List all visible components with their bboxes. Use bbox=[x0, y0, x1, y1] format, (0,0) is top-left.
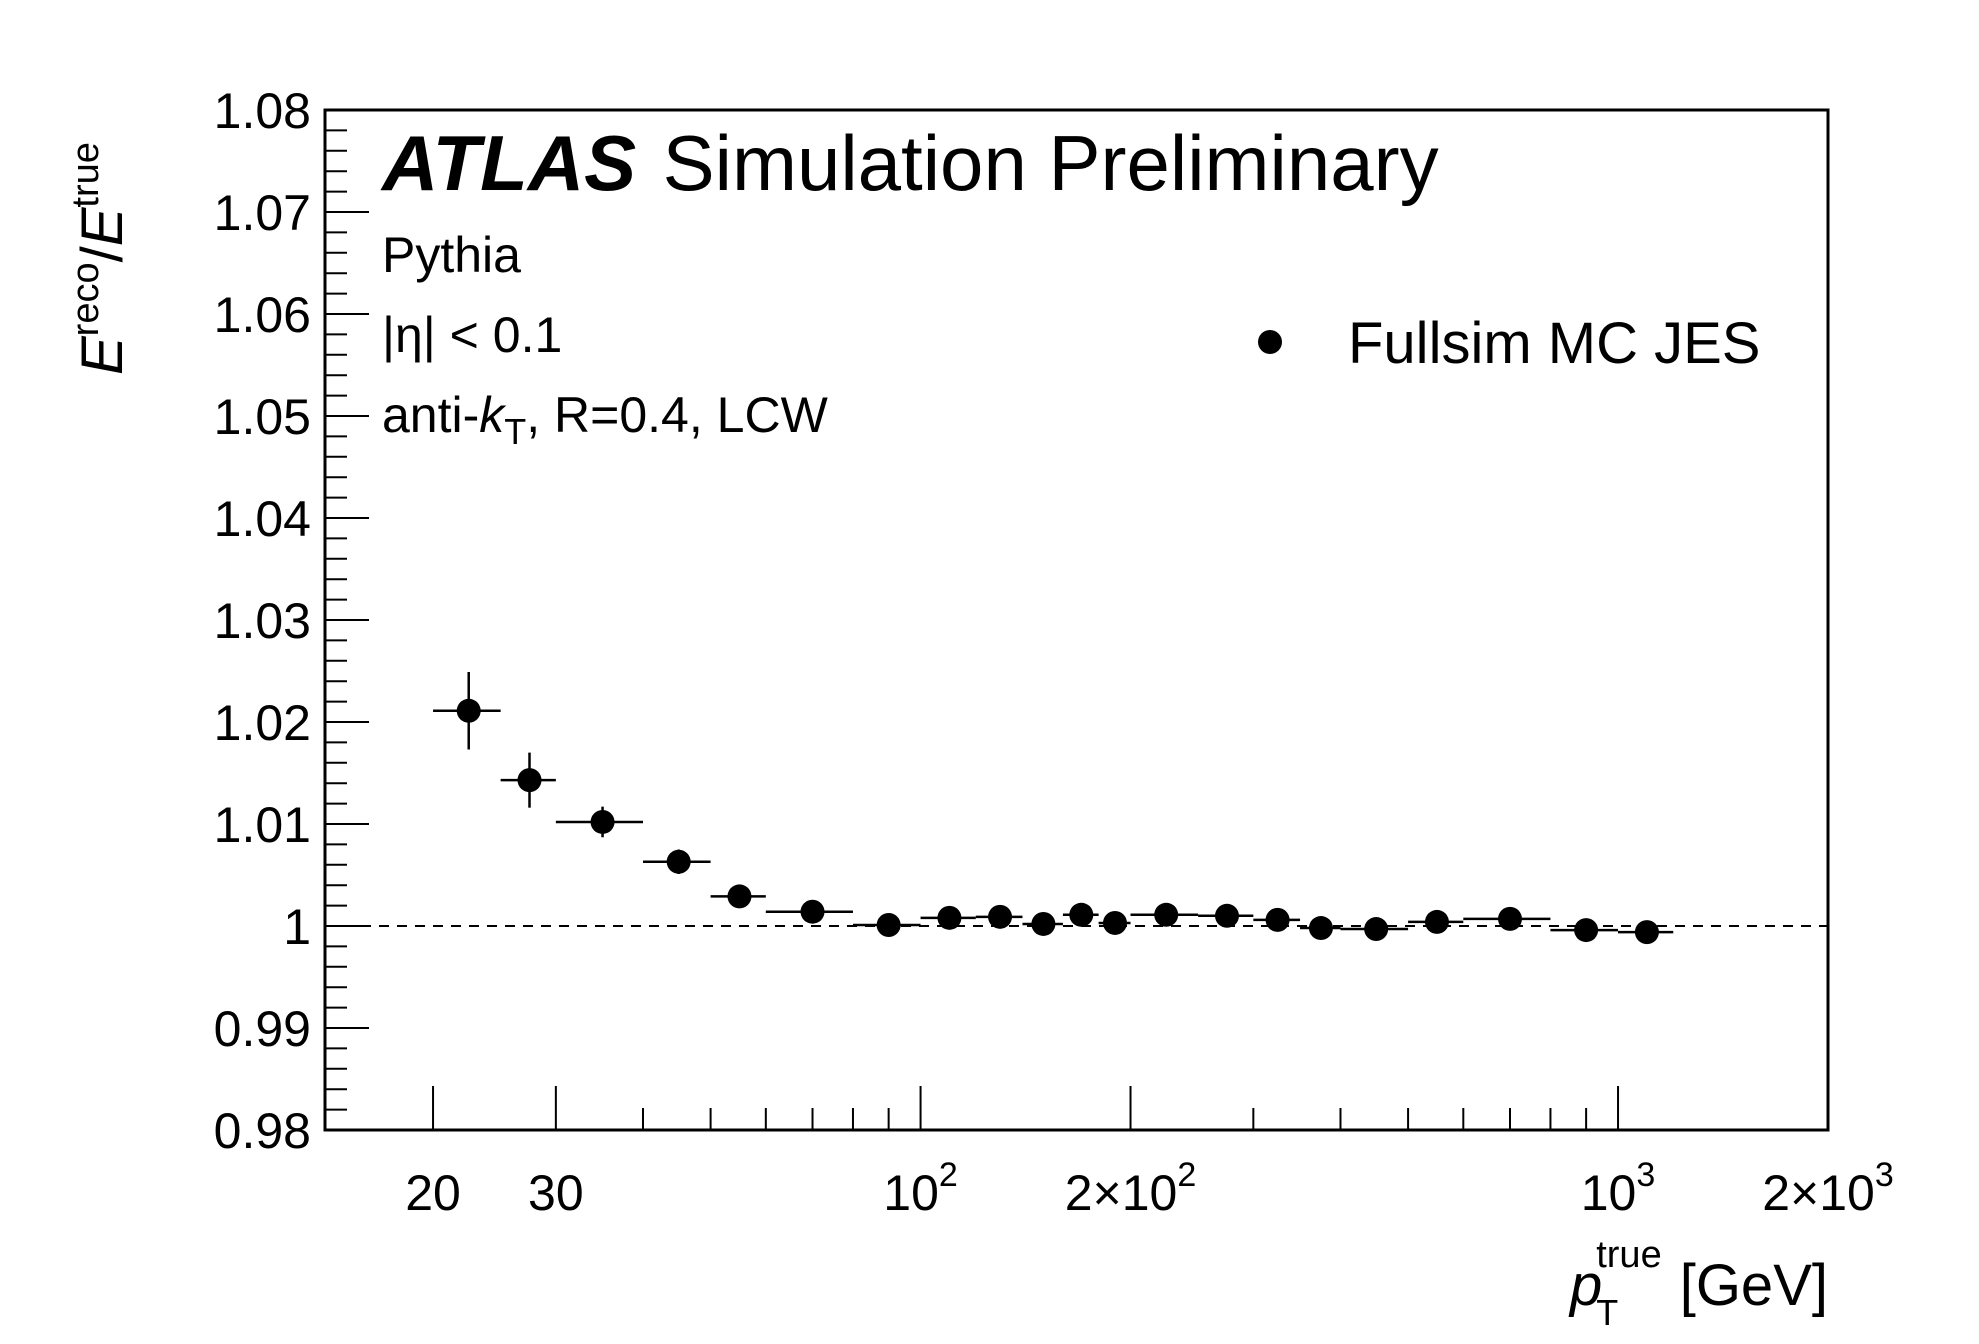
x-tick-label: 2×103 bbox=[1762, 1156, 1894, 1221]
y-tick-label: 0.98 bbox=[214, 1103, 311, 1159]
data-point bbox=[1022, 911, 1063, 936]
data-point bbox=[920, 905, 976, 930]
data-point bbox=[643, 849, 711, 874]
annotation-jet-algorithm: anti-kT, R=0.4, LCW bbox=[382, 387, 829, 452]
point-marker bbox=[937, 905, 962, 930]
x-title-sub: T bbox=[1596, 1292, 1618, 1333]
data-point bbox=[765, 899, 853, 924]
point-marker bbox=[1102, 910, 1127, 935]
point-marker bbox=[456, 698, 481, 723]
data-point bbox=[1550, 918, 1619, 943]
point-marker bbox=[988, 904, 1013, 929]
annotation-generator: Pythia bbox=[382, 227, 521, 283]
data-points bbox=[433, 672, 1674, 945]
annotation-eta-cut: |η| < 0.1 bbox=[382, 307, 562, 363]
point-marker bbox=[1265, 907, 1290, 932]
x-ticks bbox=[432, 1086, 1829, 1130]
y-title-slash: / bbox=[70, 245, 135, 262]
point-marker bbox=[800, 899, 825, 924]
point-marker bbox=[1574, 918, 1599, 943]
y-title-e2: E bbox=[70, 206, 135, 246]
data-point bbox=[433, 672, 501, 750]
point-marker bbox=[1497, 906, 1522, 931]
plot-frame bbox=[323, 108, 1830, 1132]
data-point bbox=[1253, 907, 1301, 932]
x-title-sup: true bbox=[1596, 1234, 1661, 1276]
y-title-sup1: reco bbox=[65, 262, 107, 336]
y-tick-label: 1.02 bbox=[214, 695, 311, 751]
y-tick-label: 0.99 bbox=[214, 1001, 311, 1057]
data-point bbox=[1463, 906, 1551, 931]
y-tick-label: 1.01 bbox=[214, 797, 311, 853]
point-marker bbox=[1424, 909, 1449, 934]
data-point bbox=[1098, 910, 1131, 935]
y-tick-label: 1.06 bbox=[214, 287, 311, 343]
y-tick-labels: 0.98 0.99 1 1.01 1.02 1.03 1.04 1.05 1.06 1.07 1.0… bbox=[214, 83, 311, 1159]
point-marker bbox=[1154, 902, 1179, 927]
algo-rest: , R=0.4, LCW bbox=[526, 387, 828, 443]
data-point bbox=[1340, 917, 1409, 942]
point-marker bbox=[666, 849, 691, 874]
y-tick-label: 1.04 bbox=[214, 491, 311, 547]
y-tick-label: 1.05 bbox=[214, 389, 311, 445]
x-tick-labels: 20 30 102 2×102 103 2×103 bbox=[405, 1156, 1894, 1221]
x-tick-label: 102 bbox=[883, 1156, 958, 1221]
data-point bbox=[500, 752, 556, 808]
data-point bbox=[555, 806, 644, 838]
algo-prefix: anti- bbox=[382, 387, 479, 443]
point-marker bbox=[1069, 902, 1094, 927]
point-marker bbox=[517, 768, 542, 793]
y-tick-label: 1.03 bbox=[214, 593, 311, 649]
point-marker bbox=[1214, 903, 1239, 928]
y-tick-label: 1 bbox=[283, 899, 311, 955]
y-ticks bbox=[325, 109, 369, 1131]
data-point bbox=[1198, 903, 1254, 928]
y-axis-title: Ereco/Etrue bbox=[65, 142, 135, 375]
data-point bbox=[710, 884, 766, 909]
point-marker bbox=[590, 809, 615, 834]
atlas-label: ATLAS Simulation Preliminary bbox=[380, 119, 1439, 207]
data-point bbox=[975, 904, 1023, 929]
experiment-name: ATLAS bbox=[380, 119, 636, 207]
point-marker bbox=[1634, 920, 1659, 945]
data-point bbox=[1618, 920, 1674, 945]
y-tick-label: 1.08 bbox=[214, 83, 311, 139]
plot-subtitle: Simulation Preliminary bbox=[663, 119, 1439, 207]
data-point bbox=[1130, 902, 1199, 927]
x-tick-label: 20 bbox=[405, 1165, 461, 1221]
x-tick-label: 103 bbox=[1581, 1156, 1656, 1221]
legend: Fullsim MC JES bbox=[1258, 311, 1760, 376]
algo-k: k bbox=[479, 387, 507, 443]
point-marker bbox=[876, 912, 901, 937]
y-title-e1: E bbox=[70, 335, 135, 375]
point-marker bbox=[1308, 916, 1333, 941]
x-tick-label: 30 bbox=[528, 1165, 584, 1221]
legend-marker bbox=[1258, 330, 1282, 354]
y-tick-label: 1.07 bbox=[214, 185, 311, 241]
data-point bbox=[1300, 916, 1341, 941]
point-marker bbox=[727, 884, 752, 909]
algo-sub: T bbox=[504, 411, 526, 452]
x-tick-label: 2×102 bbox=[1065, 1156, 1197, 1221]
data-point bbox=[852, 912, 921, 937]
data-point bbox=[1062, 902, 1099, 927]
legend-label: Fullsim MC JES bbox=[1348, 311, 1760, 376]
point-marker bbox=[1031, 911, 1056, 936]
point-marker bbox=[1364, 917, 1389, 942]
x-axis-title: pTtrue [GeV] bbox=[1568, 1234, 1828, 1333]
y-title-sup2: true bbox=[65, 142, 107, 207]
x-title-unit: [GeV] bbox=[1680, 1253, 1828, 1318]
data-point bbox=[1408, 909, 1464, 934]
x-title-main: p bbox=[1568, 1253, 1602, 1318]
